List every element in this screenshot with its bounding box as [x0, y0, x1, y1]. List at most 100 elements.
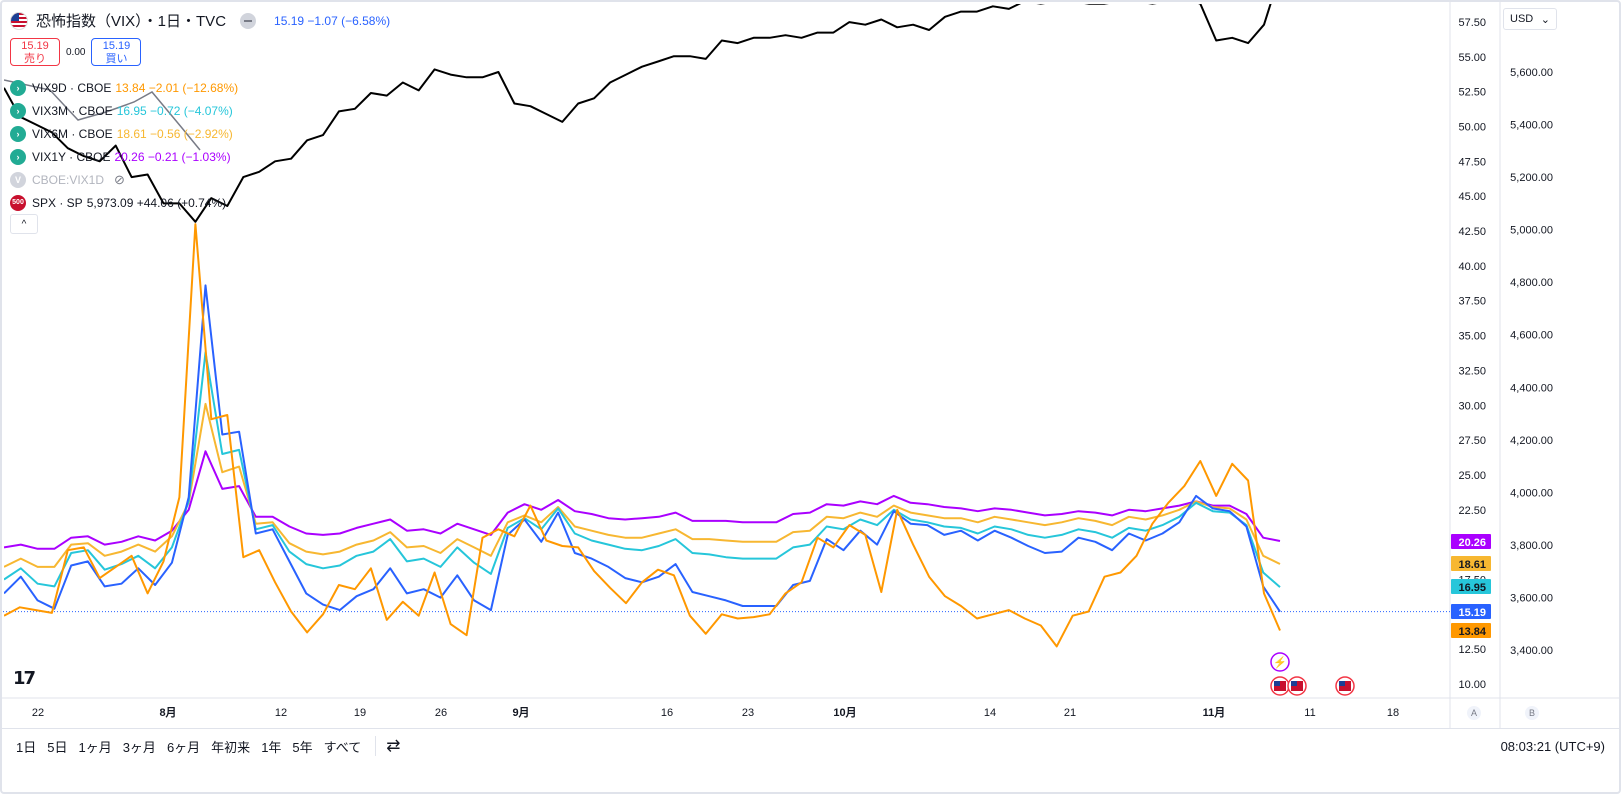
- symbol-values: 15.19 −1.07 (−6.58%): [274, 13, 391, 28]
- series-line-vix3m: [4, 351, 1281, 588]
- tradingview-logo-icon[interactable]: 17: [13, 668, 36, 689]
- legend-values: 20.26 −0.21 (−1.03%): [114, 149, 231, 164]
- range-ytd[interactable]: 年初来: [211, 739, 251, 755]
- right-axis-tick-label: 5,200.00: [1510, 172, 1553, 184]
- scale-b-button[interactable]: B: [1525, 706, 1539, 720]
- right-axis-tick-label: 3,600.00: [1510, 592, 1553, 604]
- left-axis-tick-label: 45.00: [1458, 191, 1486, 203]
- arrow-right-icon: ›: [10, 125, 26, 142]
- right-axis-tick-label: 5,600.00: [1510, 67, 1553, 79]
- series-line-vix6m: [4, 402, 1281, 568]
- right-axis-tick-label: 4,200.00: [1510, 435, 1553, 447]
- currency-select[interactable]: USD ⌄: [1503, 8, 1557, 30]
- time-axis-label: 21: [1064, 707, 1076, 719]
- time-axis-label: 18: [1387, 707, 1399, 719]
- bottom-toolbar: 1日 5日 1ヶ月 3ヶ月 6ヶ月 年初来 1年 5年 すべて ⇄ 08:03:…: [0, 728, 1621, 763]
- buy-price: 15.19: [102, 40, 131, 52]
- legend-name: VIX1Y · CBOE: [32, 149, 111, 164]
- legend-name: VIX3M · CBOE: [32, 103, 113, 118]
- right-axis-tick-label: 4,400.00: [1510, 382, 1553, 394]
- time-axis-label: 10月: [833, 706, 856, 719]
- price-chart[interactable]: 57.50 55.00 52.50 50.00 47.50 45.00 42.50 40.00…: [0, 0, 1621, 728]
- symbol-title[interactable]: 恐怖指数（VIX）・1日・TVC: [36, 13, 227, 30]
- legend-values: 5,973.09 +44.06 (+0.74%): [86, 195, 227, 210]
- eye-hidden-icon[interactable]: ⊘: [114, 171, 125, 187]
- legend-row-vix3m[interactable]: › VIX3M · CBOE 16.95 −0.72 (−4.07%): [10, 99, 238, 122]
- time-axis-label: 9月: [512, 706, 529, 719]
- range-1m[interactable]: 1ヶ月: [78, 739, 112, 755]
- legend-name: SPX · SP: [32, 195, 83, 210]
- right-axis-tick-label: 4,000.00: [1510, 487, 1553, 499]
- left-axis-tick-label: 25.00: [1458, 470, 1486, 482]
- price-axis-label-bg: [1451, 534, 1491, 549]
- trade-panel: 15.19 売り 0.00 15.19 買い: [10, 38, 142, 66]
- time-axis-label: 12: [275, 707, 287, 719]
- clock[interactable]: 08:03:21 (UTC+9): [1500, 738, 1605, 754]
- legend-row-vix9d[interactable]: › VIX9D · CBOE 13.84 −2.01 (−12.68%): [10, 76, 238, 99]
- right-axis-tick-label: 5,400.00: [1510, 120, 1553, 132]
- auto-scale-button[interactable]: A: [1467, 706, 1481, 720]
- time-axis-label: 22: [32, 707, 44, 719]
- time-axis-label: 8月: [159, 706, 176, 719]
- price-axis-label: 15.19: [1458, 607, 1486, 619]
- lightning-event-icon[interactable]: [1270, 652, 1290, 672]
- range-1d[interactable]: 1日: [16, 739, 37, 755]
- collapse-legend-button[interactable]: ^: [10, 214, 38, 234]
- currency-label: USD: [1510, 13, 1534, 25]
- right-axis-tick-label: 3,400.00: [1510, 645, 1553, 657]
- legend-row-vix6m[interactable]: › VIX6M · CBOE 18.61 −0.56 (−2.92%): [10, 122, 238, 145]
- legend-values: 13.84 −2.01 (−12.68%): [115, 80, 239, 95]
- left-axis-tick-label: 42.50: [1458, 226, 1486, 238]
- price-axis-label-bg: [1451, 556, 1491, 571]
- go-to-date-icon[interactable]: ⇄: [386, 736, 401, 755]
- chevron-up-icon: ^: [21, 218, 27, 230]
- left-axis-tick-label: 12.50: [1458, 644, 1486, 656]
- legend-row-vix1y[interactable]: › VIX1Y · CBOE 20.26 −0.21 (−1.03%): [10, 145, 238, 168]
- range-5y[interactable]: 5年: [292, 739, 313, 755]
- sell-button[interactable]: 15.19 売り: [10, 38, 60, 66]
- right-axis-tick-label: 3,800.00: [1510, 540, 1553, 552]
- legend-name: CBOE:VIX1D: [32, 172, 105, 187]
- series-line-vix1y: [4, 450, 1281, 550]
- price-axis-label-bg: [1451, 623, 1491, 638]
- time-axis-label: 23: [742, 707, 754, 719]
- v-icon: V: [10, 171, 26, 188]
- right-axis-tick-label: 4,800.00: [1510, 277, 1553, 289]
- left-axis-tick-label: 35.00: [1458, 331, 1486, 343]
- toolbar-divider: [375, 736, 377, 756]
- left-axis-tick-label: 37.50: [1458, 296, 1486, 308]
- left-axis-tick-label: 50.00: [1458, 122, 1486, 134]
- symbol-header[interactable]: 恐怖指数（VIX）・1日・TVC 15.19 −1.07 (−6.58%): [10, 10, 390, 31]
- left-axis-tick-label: 47.50: [1458, 156, 1486, 168]
- legend-name: VIX9D · CBOE: [32, 80, 112, 95]
- buy-button[interactable]: 15.19 買い: [91, 38, 142, 66]
- left-axis-tick-label: 22.50: [1458, 505, 1486, 517]
- left-axis-tick-label: 32.50: [1458, 365, 1486, 377]
- left-axis-tick-label: 55.00: [1458, 52, 1486, 64]
- more-options-icon[interactable]: [240, 12, 257, 29]
- price-axis-label: 13.84: [1458, 626, 1486, 638]
- range-all[interactable]: すべて: [323, 739, 362, 755]
- arrow-right-icon: ›: [10, 102, 26, 119]
- arrow-right-icon: ›: [10, 79, 26, 96]
- legend-row-vix1d[interactable]: V CBOE:VIX1D ⊘: [10, 168, 238, 191]
- range-6m[interactable]: 6ヶ月: [166, 739, 201, 755]
- arrow-right-icon: ›: [10, 148, 26, 165]
- price-axis-label: 20.26: [1458, 537, 1486, 549]
- range-3m[interactable]: 3ヶ月: [122, 739, 156, 755]
- spx-500-icon: 500: [10, 194, 26, 211]
- range-5d[interactable]: 5日: [47, 739, 68, 755]
- left-axis-tick-label: 52.50: [1458, 87, 1486, 99]
- sell-label: 売り: [24, 53, 46, 65]
- legend-row-spx[interactable]: 500 SPX · SP 5,973.09 +44.06 (+0.74%): [10, 191, 238, 214]
- left-axis-tick-label: 40.00: [1458, 261, 1486, 273]
- left-axis-tick-label: 10.00: [1458, 679, 1486, 691]
- range-1y[interactable]: 1年: [261, 739, 282, 755]
- us-event-flag-canton: [1291, 681, 1297, 686]
- sell-price: 15.19: [21, 40, 49, 52]
- series-line-spx: [4, 4, 1272, 223]
- series-line-vix1d: [4, 79, 201, 151]
- us-event-flag-canton: [1274, 681, 1280, 686]
- left-axis-tick-label: 57.50: [1458, 17, 1486, 29]
- us-event-flag-canton: [1339, 681, 1345, 686]
